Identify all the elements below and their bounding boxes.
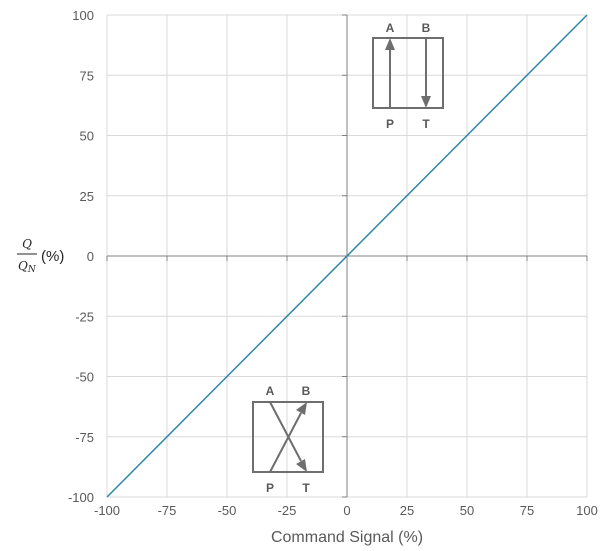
y-tick-label: 100 [72, 8, 94, 23]
arrow-a-to-t [269, 401, 302, 462]
x-tick-label: -75 [158, 503, 177, 518]
arrow-head-down-right [296, 459, 307, 472]
y-axis-numerator: Q [22, 237, 32, 251]
valve-crossed-symbol: A B P T [252, 384, 324, 495]
x-tick-label: -50 [218, 503, 237, 518]
x-tick-labels: -100 -75 -50 -25 0 25 50 75 100 [94, 503, 598, 518]
valve-crossed-box [252, 401, 324, 473]
y-axis-unit: (%) [41, 248, 64, 265]
port-label-a: A [386, 21, 395, 35]
valve-straight-symbol: A B P T [372, 21, 444, 131]
arrow-p-to-b [269, 412, 302, 473]
x-axis-title: Command Signal (%) [271, 529, 423, 546]
port-label-t: T [422, 117, 430, 131]
port-label-b: B [422, 21, 431, 35]
port-label-a: A [266, 384, 275, 398]
port-label-p: P [266, 481, 274, 495]
x-tick-label: 50 [460, 503, 474, 518]
y-tick-label: -75 [75, 430, 94, 445]
y-tick-label: 75 [80, 68, 94, 83]
port-label-p: P [386, 117, 394, 131]
y-tick-label: -25 [75, 309, 94, 324]
y-axis-title: Q QN (%) [17, 237, 64, 275]
y-axis-denominator: QN [18, 259, 37, 275]
arrow-head-up-right [296, 402, 307, 415]
y-tick-label: 25 [80, 189, 94, 204]
y-tick-labels: 100 75 50 25 0 -25 -50 -75 -100 [68, 8, 94, 505]
x-tick-label: -100 [94, 503, 120, 518]
port-label-t: T [302, 481, 310, 495]
valve-straight-box [372, 37, 444, 109]
y-tick-label: 0 [87, 249, 94, 264]
x-tick-label: 100 [576, 503, 598, 518]
series-lines [106, 14, 588, 498]
port-label-b: B [302, 384, 311, 398]
x-tick-label: -25 [278, 503, 297, 518]
x-tick-label: 0 [343, 503, 350, 518]
y-tick-label: -50 [75, 370, 94, 385]
x-tick-label: 25 [400, 503, 414, 518]
arrow-head-down [421, 96, 431, 108]
y-tick-label: 50 [80, 129, 94, 144]
arrow-head-up [385, 38, 395, 50]
series-line [106, 14, 588, 498]
x-tick-label: 75 [520, 503, 534, 518]
y-tick-label: -100 [68, 490, 94, 505]
